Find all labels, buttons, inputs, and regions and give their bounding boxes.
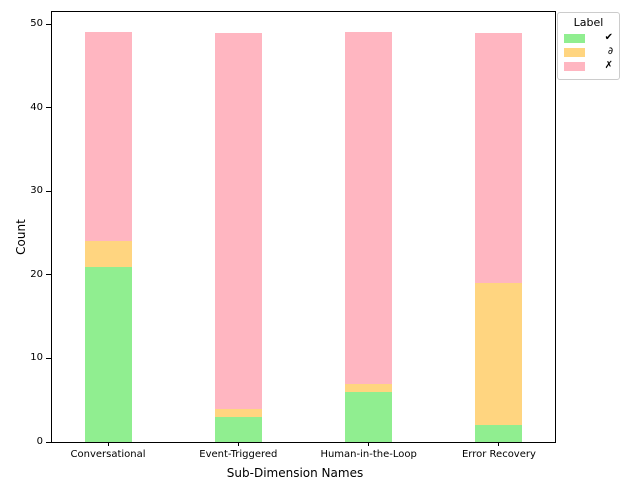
y-tick-mark — [46, 23, 51, 25]
y-tick-mark — [46, 441, 51, 443]
legend-item-label: ✔ — [604, 32, 613, 43]
legend: Label ✔ ∂ ✗ — [557, 12, 620, 80]
y-tick-mark — [46, 190, 51, 192]
bar-segment-Event-Triggered-✔ — [214, 416, 262, 442]
y-tick-mark — [46, 274, 51, 276]
x-tick-mark — [107, 442, 109, 446]
x-tick-label: Conversational — [70, 449, 146, 460]
y-tick-label: 10 — [30, 352, 43, 364]
y-tick-label: 50 — [30, 18, 43, 30]
bar-segment-Error Recovery-✗ — [475, 32, 523, 284]
legend-item: ✗ — [564, 61, 613, 71]
legend-item: ✔ — [564, 33, 613, 43]
bar-segment-Event-Triggered-✗ — [214, 32, 262, 409]
x-tick-mark — [368, 442, 370, 446]
x-tick-mark — [498, 442, 500, 446]
y-tick-label: 0 — [36, 436, 43, 447]
legend-item-label: ✗ — [604, 60, 613, 71]
x-tick-label: Error Recovery — [461, 449, 536, 460]
legend-item-label: ∂ — [607, 46, 613, 57]
x-tick-mark — [237, 442, 239, 446]
legend-title: Label — [573, 16, 604, 29]
bar-segment-Human-in-the-Loop-∂ — [345, 383, 393, 392]
y-tick-label: 40 — [30, 101, 43, 113]
y-tick-mark — [46, 107, 51, 109]
bar-segment-Error Recovery-∂ — [475, 283, 523, 426]
bar-segment-Conversational-✗ — [84, 32, 132, 242]
bar-segment-Conversational-✔ — [84, 266, 132, 442]
y-tick-label: 20 — [30, 268, 43, 280]
x-tick-label: Human-in-the-Loop — [320, 449, 417, 460]
x-axis-label: Sub-Dimension Names — [226, 466, 364, 480]
bar-segment-Error Recovery-✔ — [475, 425, 523, 442]
bar-segment-Conversational-∂ — [84, 241, 132, 267]
legend-swatch — [564, 33, 585, 43]
x-tick-label: Event-Triggered — [199, 449, 278, 460]
y-tick-mark — [46, 357, 51, 359]
legend-swatch — [564, 47, 585, 57]
legend-item: ∂ — [564, 47, 613, 57]
legend-items: ✔ ∂ ✗ — [564, 33, 613, 71]
y-tick-label: 30 — [30, 185, 43, 197]
legend-swatch — [564, 61, 585, 71]
bar-segment-Human-in-the-Loop-✗ — [345, 32, 393, 384]
bar-segment-Event-Triggered-∂ — [214, 408, 262, 417]
plot-area — [51, 11, 556, 443]
bar-segment-Human-in-the-Loop-✔ — [345, 391, 393, 442]
